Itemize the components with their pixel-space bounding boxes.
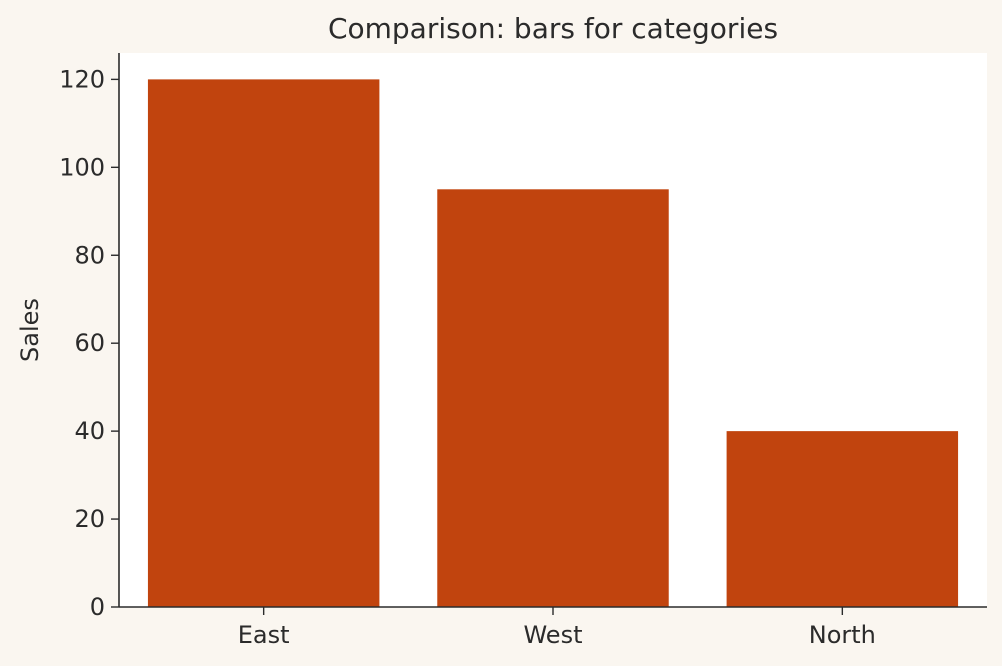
y-tick-label: 100	[59, 153, 105, 181]
x-tick-label: West	[523, 621, 582, 649]
y-tick-label: 80	[74, 241, 105, 269]
y-tick-label: 120	[59, 65, 105, 93]
x-tick-label: East	[238, 621, 290, 649]
bar-east	[147, 79, 380, 607]
x-tick-label: North	[809, 621, 876, 649]
y-tick-label: 20	[74, 505, 105, 533]
y-tick-label: 60	[74, 329, 105, 357]
y-tick-label: 0	[90, 593, 105, 621]
bar-north	[726, 431, 959, 607]
bars-layer	[147, 79, 959, 608]
ticks-layer: East West North 0 20 40 60 80 100 120	[59, 65, 876, 649]
y-tick-label: 40	[74, 417, 105, 445]
bar-west	[437, 189, 669, 608]
y-axis-label: Sales	[16, 298, 44, 362]
chart-title: Comparison: bars for categories	[328, 12, 778, 45]
